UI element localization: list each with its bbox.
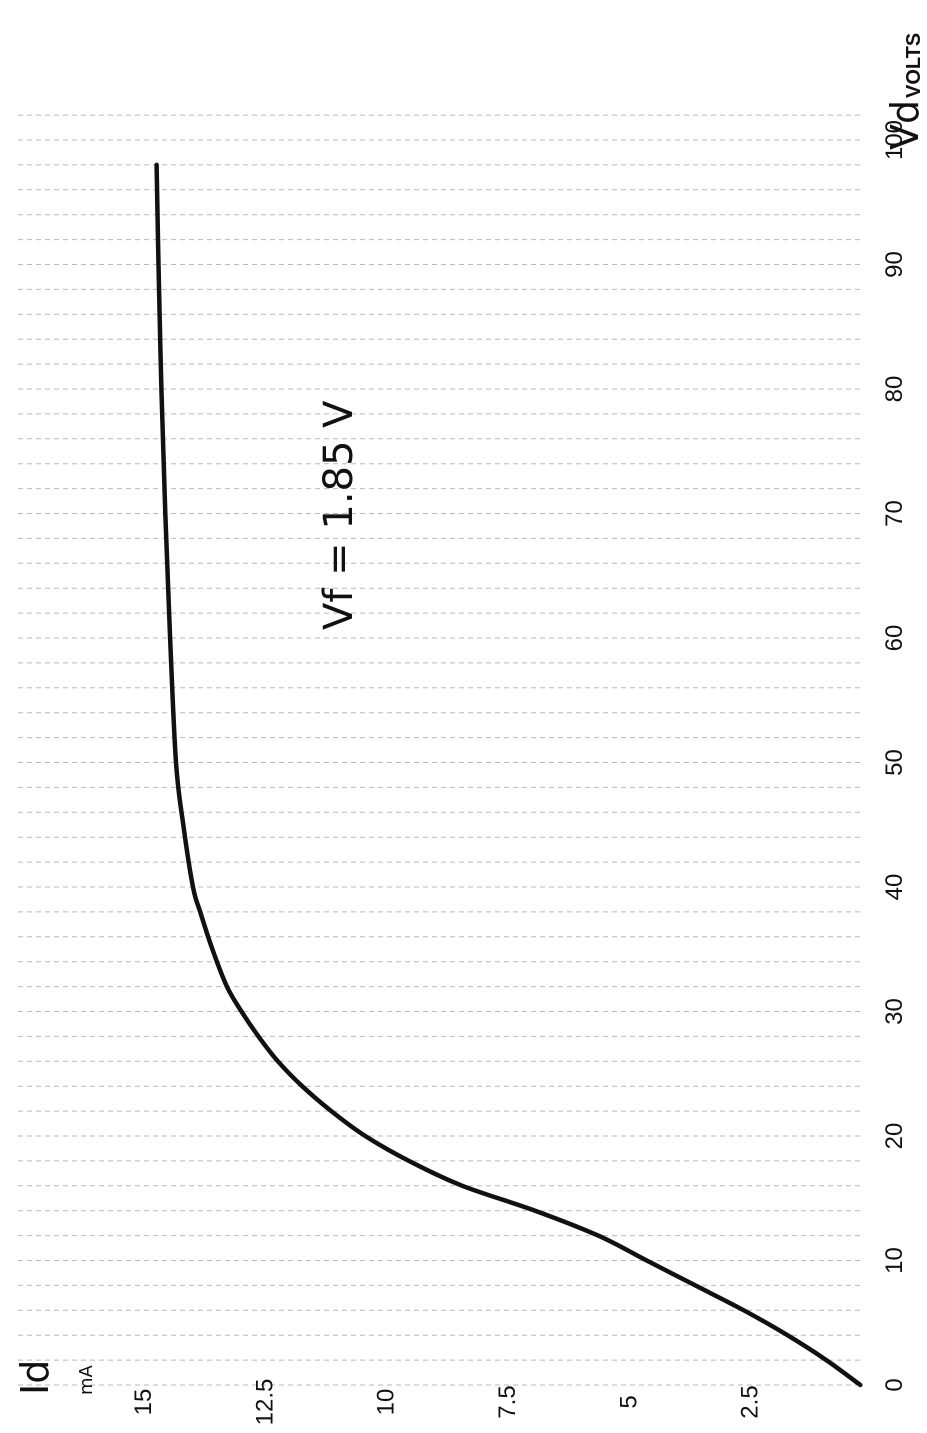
x-tick-label: 50	[881, 749, 908, 776]
y-tick-label: 2.5	[737, 1385, 764, 1418]
y-tick-label: 7.5	[494, 1385, 521, 1418]
y-tick-label: 10	[373, 1389, 400, 1416]
x-tick-label: 90	[881, 251, 908, 278]
x-tick-label: 30	[881, 998, 908, 1025]
x-tick-label: 100	[881, 120, 908, 160]
x-tick-label: 60	[881, 625, 908, 652]
vf-annotation: Vf = 1.85 V	[316, 400, 362, 630]
x-tick-label: 10	[881, 1247, 908, 1274]
y-tick-labels: 2.5 5 7.5 10 12.5 15	[130, 1379, 764, 1426]
y-tick-label: 15	[130, 1389, 157, 1416]
x-tick-label: 40	[881, 874, 908, 901]
y-tick-label: 12.5	[251, 1379, 278, 1426]
x-tick-labels: 0 10 20 30 40 50 60 70 80 90 100	[881, 120, 908, 1392]
x-tick-label: 20	[881, 1123, 908, 1150]
series-line	[154, 162, 863, 1388]
x-axis-unit: VOLTS	[903, 33, 925, 98]
y-axis-label: Id	[13, 1360, 57, 1395]
x-tick-label: 0	[881, 1378, 908, 1391]
grid-lines	[18, 114, 860, 1386]
x-tick-label: 70	[881, 500, 908, 527]
x-axis-label: Vd	[883, 100, 927, 150]
x-tick-label: 80	[881, 376, 908, 403]
y-tick-label: 5	[615, 1395, 642, 1408]
y-axis-unit: mA	[76, 1364, 97, 1395]
